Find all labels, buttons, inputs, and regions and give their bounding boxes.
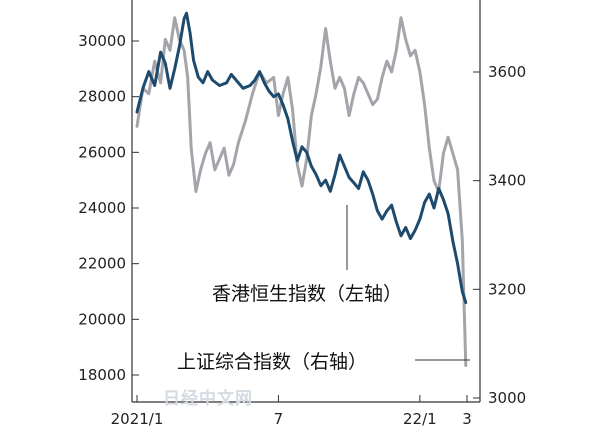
plot-frame	[131, 0, 481, 403]
left-axis: 18000 20000 22000 24000 26000 28000 30000	[78, 32, 139, 384]
x-tick-label: 7	[274, 410, 284, 428]
left-tick-label: 30000	[78, 32, 126, 50]
sse-series-line	[135, 16, 468, 367]
right-tick-label: 3600	[488, 63, 526, 81]
annotation-layer: 香港恒生指数（左轴） 上证综合指数（右轴）	[177, 205, 470, 373]
hsi-series-line	[135, 11, 468, 305]
right-tick-label: 3400	[488, 172, 526, 190]
left-tick-label: 22000	[78, 255, 126, 273]
sse-annotation: 上证综合指数（右轴）	[177, 351, 367, 373]
left-tick-label: 20000	[78, 310, 126, 328]
right-axis: 3000 3200 3400 3600	[473, 63, 526, 407]
left-tick-label: 28000	[78, 88, 126, 106]
hsi-annotation: 香港恒生指数（左轴）	[212, 283, 402, 305]
left-tick-label: 18000	[78, 366, 126, 384]
x-tick-label: 22/1	[403, 410, 437, 428]
x-tick-label: 3	[462, 410, 472, 428]
x-axis: 2021/1 7 22/1 3	[111, 395, 472, 428]
watermark: 日经中文网	[163, 388, 253, 409]
right-tick-label: 3000	[488, 389, 526, 407]
right-tick-label: 3200	[488, 280, 526, 298]
left-tick-label: 26000	[78, 143, 126, 161]
series-layer	[135, 11, 468, 367]
x-tick-label: 2021/1	[111, 410, 164, 428]
left-tick-label: 24000	[78, 199, 126, 217]
